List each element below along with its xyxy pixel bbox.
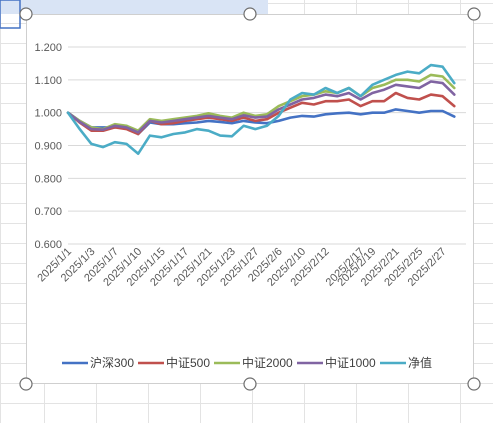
resize-handle[interactable] xyxy=(243,377,257,391)
chart-area[interactable] xyxy=(26,14,474,384)
series-line xyxy=(66,80,456,134)
chart-series xyxy=(66,63,456,155)
legend-label: 沪深300 xyxy=(90,356,134,370)
series-line xyxy=(66,63,456,155)
resize-handle[interactable] xyxy=(467,7,481,21)
series-line xyxy=(66,91,456,136)
y-tick-label: 0.600 xyxy=(34,239,62,251)
legend-label: 中证500 xyxy=(166,355,210,370)
y-tick-label: 0.900 xyxy=(34,141,62,153)
legend-label: 中证1000 xyxy=(325,355,376,370)
chart-resize-handles xyxy=(19,7,481,391)
y-tick-label: 0.800 xyxy=(34,173,62,185)
y-axis-tick-labels: 0.600 0.700 0.800 0.900 1.000 1.100 1.200 xyxy=(34,42,62,251)
resize-handle[interactable] xyxy=(19,377,33,391)
y-tick-label: 1.100 xyxy=(34,75,62,87)
legend-label: 净值 xyxy=(408,355,432,370)
series-line xyxy=(66,73,456,132)
y-tick-label: 0.700 xyxy=(34,206,62,218)
chart-legend: 沪深300 中证500 中证2000 中证1000 净值 xyxy=(62,355,432,370)
resize-handle[interactable] xyxy=(243,7,257,21)
y-tick-label: 1.200 xyxy=(34,42,62,54)
y-tick-label: 1.000 xyxy=(34,108,62,120)
legend-label: 中证2000 xyxy=(242,355,293,370)
x-axis: 2025/1/12025/1/32025/1/72025/1/102025/1/… xyxy=(35,246,448,289)
resize-handle[interactable] xyxy=(467,377,481,391)
resize-handle[interactable] xyxy=(19,7,33,21)
chart-gridlines xyxy=(68,46,466,245)
selected-cell-range xyxy=(0,0,268,14)
